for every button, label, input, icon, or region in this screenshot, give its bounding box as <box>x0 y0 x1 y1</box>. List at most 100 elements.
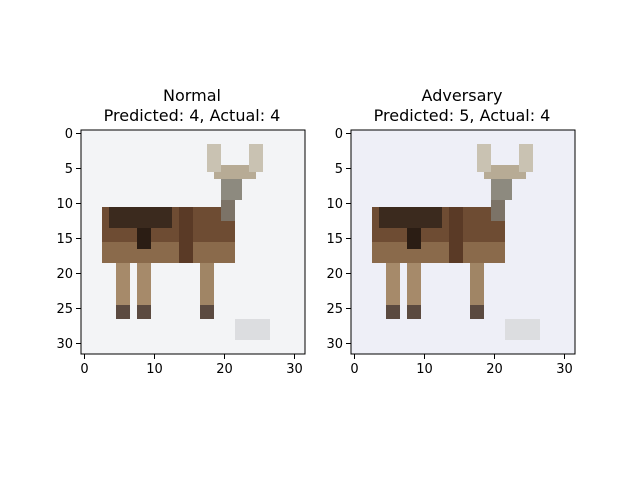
image-pixel <box>498 200 505 207</box>
image-pixel <box>407 312 414 319</box>
image-pixel <box>414 242 421 249</box>
image-pixel <box>102 256 109 263</box>
image-pixel <box>130 228 137 235</box>
image-pixel <box>477 228 484 235</box>
image-pixel <box>102 214 109 221</box>
image-pixel <box>151 207 158 214</box>
image-pixel <box>400 242 407 249</box>
image-pixel <box>214 256 221 263</box>
image-pixel <box>393 270 400 277</box>
image-pixel <box>512 333 519 340</box>
image-pixel <box>144 221 151 228</box>
image-pixel <box>407 284 414 291</box>
image-pixel <box>207 214 214 221</box>
image-pixel <box>228 242 235 249</box>
image-pixel <box>193 214 200 221</box>
image-pixel <box>407 263 414 270</box>
image-pixel <box>393 214 400 221</box>
image-pixel <box>519 333 526 340</box>
image-pixel <box>449 249 456 256</box>
image-pixel <box>372 249 379 256</box>
image-pixel <box>407 291 414 298</box>
image-pixel <box>449 221 456 228</box>
image-pixel <box>519 158 526 165</box>
image-pixel <box>379 249 386 256</box>
image-pixel <box>414 284 421 291</box>
image-pixel <box>102 228 109 235</box>
image-pixel <box>456 249 463 256</box>
image-pixel <box>386 221 393 228</box>
image-pixel <box>435 214 442 221</box>
image-pixel <box>428 207 435 214</box>
image-pixel <box>123 221 130 228</box>
image-pixel <box>456 207 463 214</box>
image-pixel <box>221 179 228 186</box>
image-pixel <box>407 221 414 228</box>
x-tick-label: 0 <box>80 362 88 377</box>
image-pixel <box>102 221 109 228</box>
image-pixel <box>505 179 512 186</box>
image-pixel <box>372 214 379 221</box>
x-tick-label: 30 <box>556 362 573 377</box>
image-pixel <box>407 207 414 214</box>
image-pixel <box>491 193 498 200</box>
image-pixel <box>158 228 165 235</box>
image-pixel <box>519 326 526 333</box>
image-pixel <box>144 298 151 305</box>
image-pixel <box>200 284 207 291</box>
image-pixel <box>137 214 144 221</box>
image-pixel <box>463 256 470 263</box>
image-pixel <box>386 214 393 221</box>
image-pixel <box>137 207 144 214</box>
image-pixel <box>470 312 477 319</box>
image-pixel <box>137 270 144 277</box>
image-pixel <box>435 256 442 263</box>
image-pixel <box>123 256 130 263</box>
image-pixel <box>442 214 449 221</box>
image-pixel <box>414 207 421 214</box>
image-pixel <box>263 333 270 340</box>
y-tick-label: 5 <box>65 162 73 177</box>
image-pixel <box>256 165 263 172</box>
image-pixel <box>386 270 393 277</box>
image-pixel <box>214 242 221 249</box>
panel-normal-title-line2: Predicted: 4, Actual: 4 <box>104 106 281 125</box>
image-pixel <box>421 256 428 263</box>
image-pixel <box>130 221 137 228</box>
image-pixel <box>256 151 263 158</box>
image-pixel <box>221 200 228 207</box>
image-pixel <box>407 242 414 249</box>
image-pixel <box>470 277 477 284</box>
image-pixel <box>123 228 130 235</box>
image-pixel <box>435 207 442 214</box>
image-pixel <box>172 249 179 256</box>
image-pixel <box>130 256 137 263</box>
image-pixel <box>519 151 526 158</box>
image-pixel <box>207 242 214 249</box>
image-pixel <box>137 305 144 312</box>
image-pixel <box>470 228 477 235</box>
image-pixel <box>463 214 470 221</box>
image-pixel <box>186 242 193 249</box>
image-pixel <box>102 249 109 256</box>
image-pixel <box>137 242 144 249</box>
image-pixel <box>144 277 151 284</box>
image-pixel <box>144 263 151 270</box>
image-pixel <box>400 235 407 242</box>
image-pixel <box>193 256 200 263</box>
image-pixel <box>123 270 130 277</box>
image-pixel <box>151 249 158 256</box>
image-pixel <box>477 305 484 312</box>
image-pixel <box>386 235 393 242</box>
image-pixel <box>249 151 256 158</box>
image-pixel <box>256 158 263 165</box>
image-pixel <box>116 242 123 249</box>
image-pixel <box>207 158 214 165</box>
image-pixel <box>449 214 456 221</box>
image-pixel <box>442 207 449 214</box>
image-pixel <box>400 256 407 263</box>
image-pixel <box>400 221 407 228</box>
image-pixel <box>207 207 214 214</box>
image-pixel <box>421 207 428 214</box>
image-pixel <box>137 284 144 291</box>
